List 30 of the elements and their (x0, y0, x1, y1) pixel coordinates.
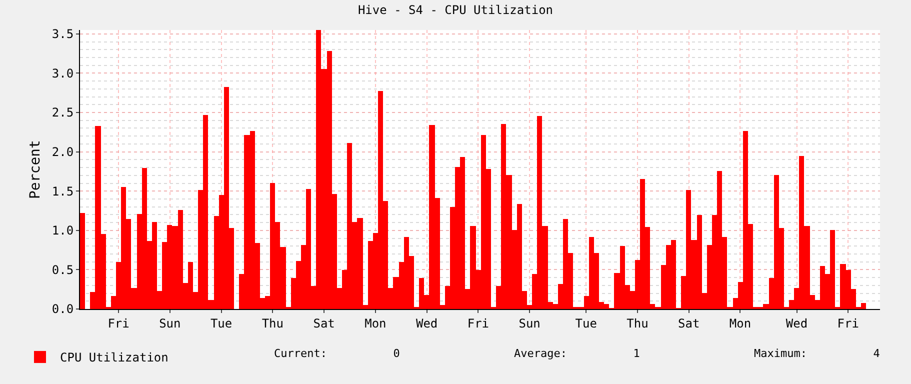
y-tick-label: 1.0 (52, 224, 74, 238)
y-tick-label: 1.5 (52, 184, 74, 198)
x-tick-label: Tue (575, 316, 597, 330)
text: Average: 1 (514, 347, 640, 360)
y-tick-label: 0.0 (52, 302, 74, 316)
x-tick-label: Wed (786, 316, 808, 330)
x-tick-label: Sat (313, 316, 335, 330)
x-tick-label: Sun (518, 316, 540, 330)
chart-title: Hive - S4 - CPU Utilization (358, 3, 554, 18)
x-tick-label: Sat (678, 316, 700, 330)
bar (80, 213, 85, 309)
x-tick-label: Fri (467, 316, 490, 330)
y-axis-title: Percent (28, 140, 44, 200)
y-tick-label: 3.5 (52, 27, 74, 42)
x-tick-label: Mon (729, 316, 752, 330)
x-tick-label: Fri (837, 316, 859, 330)
text: Maximum: 4 (754, 347, 880, 360)
x-tick-label: Tue (210, 316, 232, 330)
x-tick-label: Mon (364, 316, 386, 330)
x-tick-label: Wed (416, 316, 438, 330)
x-tick-label: Thu (262, 316, 284, 330)
x-tick-label: Fri (108, 316, 130, 330)
y-tick-label: 2.5 (52, 106, 74, 120)
x-tick-label: Sun (159, 316, 181, 330)
y-tick-label: 3.0 (52, 66, 74, 80)
text: Current: 0 (274, 347, 400, 360)
legend-label: CPU Utilization (60, 350, 168, 365)
y-tick-label: 0.5 (52, 262, 74, 277)
y-tick-label: 2.0 (52, 145, 74, 160)
x-tick-label: Thu (626, 316, 648, 330)
